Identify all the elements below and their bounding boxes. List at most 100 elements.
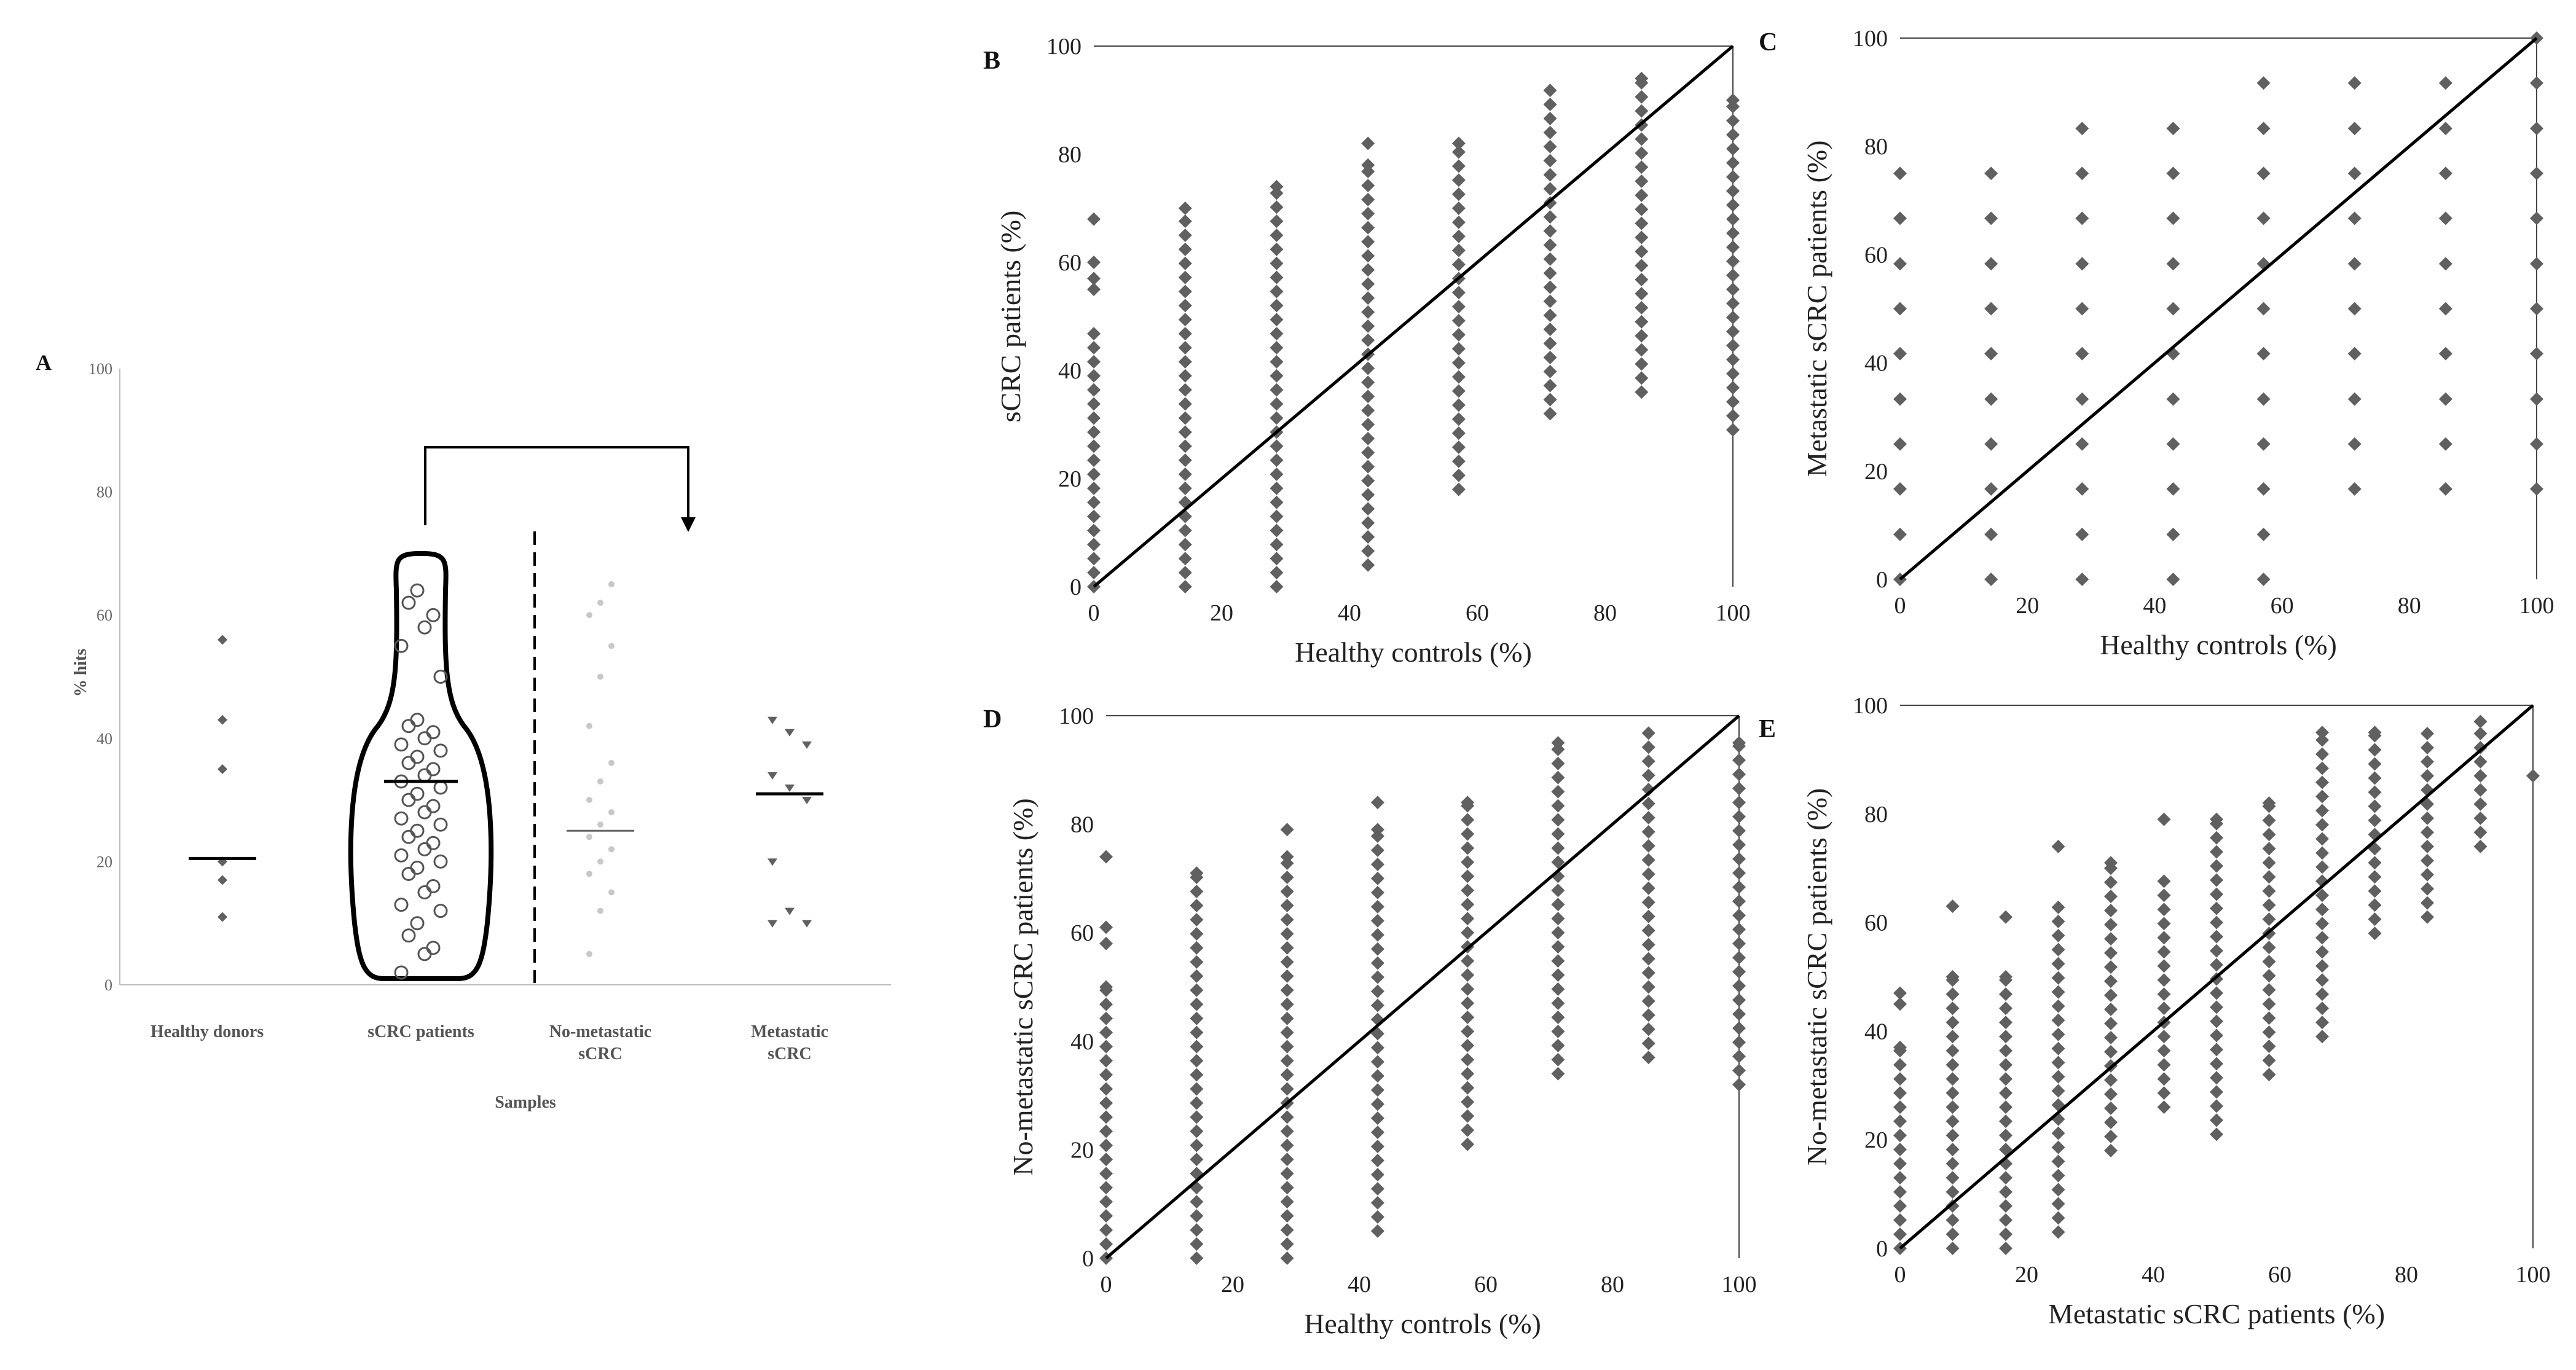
- y-tick-label: 60: [1864, 242, 1888, 268]
- data-point: [1178, 411, 1192, 425]
- data-point: [1451, 384, 1466, 398]
- data-point: [1551, 996, 1565, 1010]
- data-point: [1370, 796, 1384, 810]
- data-point: [2368, 813, 2382, 828]
- reference-line-y-equals-x: [1899, 37, 2538, 581]
- data-point: [1087, 411, 1101, 425]
- data-point: [1543, 224, 1557, 238]
- data-point: [1087, 272, 1101, 286]
- data-point: [1946, 1100, 1960, 1114]
- data-point: [2103, 1044, 2118, 1059]
- data-point: [1190, 983, 1204, 997]
- data-point: [2051, 1154, 2065, 1168]
- data-point: [1641, 853, 1655, 867]
- data-point: [2473, 811, 2488, 825]
- data-point: [768, 772, 777, 780]
- data-point: [1635, 287, 1649, 301]
- x-category-label: Metastatic: [751, 1022, 828, 1041]
- y-tick-label: 60: [1864, 910, 1888, 936]
- data-point: [1551, 1024, 1565, 1038]
- data-point: [1178, 439, 1192, 453]
- data-point: [2210, 1085, 2223, 1099]
- data-point: [1280, 913, 1294, 927]
- data-point: [401, 928, 416, 943]
- data-point: [410, 860, 425, 875]
- data-point: [1178, 214, 1192, 229]
- data-point: [1461, 883, 1475, 898]
- data-point: [2420, 726, 2434, 740]
- data-point: [2157, 888, 2171, 902]
- data-point: [1461, 1081, 1475, 1095]
- data-point: [1451, 136, 1466, 151]
- data-point: [1270, 397, 1284, 411]
- data-point: [1732, 1035, 1746, 1049]
- data-point: [2368, 799, 2382, 813]
- data-point: [1087, 383, 1101, 397]
- data-point: [1946, 1044, 1960, 1058]
- panel-a: 0 20 40 60 80 100 Healthy donors sCRC patients N…: [36, 350, 891, 1112]
- data-point: [2075, 437, 2089, 451]
- data-point: [2210, 1028, 2223, 1043]
- panel-d: 0 20 40 60 80 100 0 20 40 60 80 100 Healthy controls…: [983, 703, 1757, 1339]
- data-point: [1893, 1100, 1907, 1114]
- data-point: [586, 950, 592, 957]
- data-point: [1635, 371, 1649, 385]
- y-tick-label: 80: [1070, 812, 1094, 838]
- data-point: [1270, 256, 1284, 270]
- data-point: [2315, 1016, 2330, 1030]
- data-point: [1635, 329, 1649, 343]
- data-point: [2256, 482, 2271, 496]
- data-point: [1280, 850, 1294, 864]
- y-axis-label: No-metastatic sCRC patients (%): [1801, 788, 1832, 1166]
- data-point: [2473, 783, 2488, 797]
- data-point: [2157, 874, 2171, 888]
- data-point: [2103, 946, 2118, 960]
- data-point: [1635, 90, 1649, 104]
- data-point: [2530, 257, 2543, 271]
- data-point: [2210, 1000, 2223, 1014]
- data-point: [2210, 986, 2223, 1000]
- data-point: [1370, 1097, 1384, 1111]
- data-point: [1370, 1125, 1384, 1140]
- data-point: [1543, 280, 1557, 294]
- data-point: [2103, 1031, 2118, 1045]
- y-tick-label: 60: [96, 606, 112, 624]
- data-point: [1087, 256, 1101, 269]
- data-point: [1893, 392, 1907, 406]
- data-point: [1999, 970, 2013, 984]
- reference-line-y-equals-x: [1105, 714, 1740, 1259]
- data-point: [1270, 313, 1284, 327]
- y-tick-label: 40: [96, 730, 112, 748]
- data-point: [1984, 482, 1998, 496]
- data-point: [1451, 426, 1466, 440]
- data-point: [1551, 799, 1565, 813]
- data-point: [1099, 1195, 1113, 1209]
- data-point: [2368, 743, 2382, 757]
- data-point: [2262, 898, 2276, 912]
- data-point: [1641, 923, 1655, 937]
- data-point: [1641, 1036, 1655, 1051]
- data-point: [1641, 952, 1655, 966]
- x-tick-label: 40: [1338, 600, 1361, 626]
- data-point: [2368, 926, 2382, 941]
- data-point: [1178, 481, 1192, 495]
- data-point: [2157, 917, 2171, 931]
- data-point: [1641, 824, 1655, 839]
- data-point: [2210, 1099, 2223, 1113]
- data-point: [1726, 114, 1740, 128]
- data-point: [2051, 1055, 2065, 1070]
- data-point: [1087, 467, 1101, 481]
- x-tick-label: 0: [1101, 1272, 1112, 1298]
- data-point: [1635, 315, 1649, 329]
- data-point: [2166, 437, 2180, 451]
- data-point: [1370, 942, 1384, 956]
- data-point: [1999, 1100, 2013, 1114]
- data-point: [1370, 1210, 1384, 1224]
- data-point: [1270, 552, 1284, 566]
- data-point: [1270, 580, 1284, 593]
- data-point: [2262, 828, 2276, 842]
- data-point: [1732, 894, 1746, 908]
- data-point: [1370, 1083, 1384, 1097]
- data-point: [2157, 1086, 2171, 1100]
- data-point: [1726, 156, 1740, 170]
